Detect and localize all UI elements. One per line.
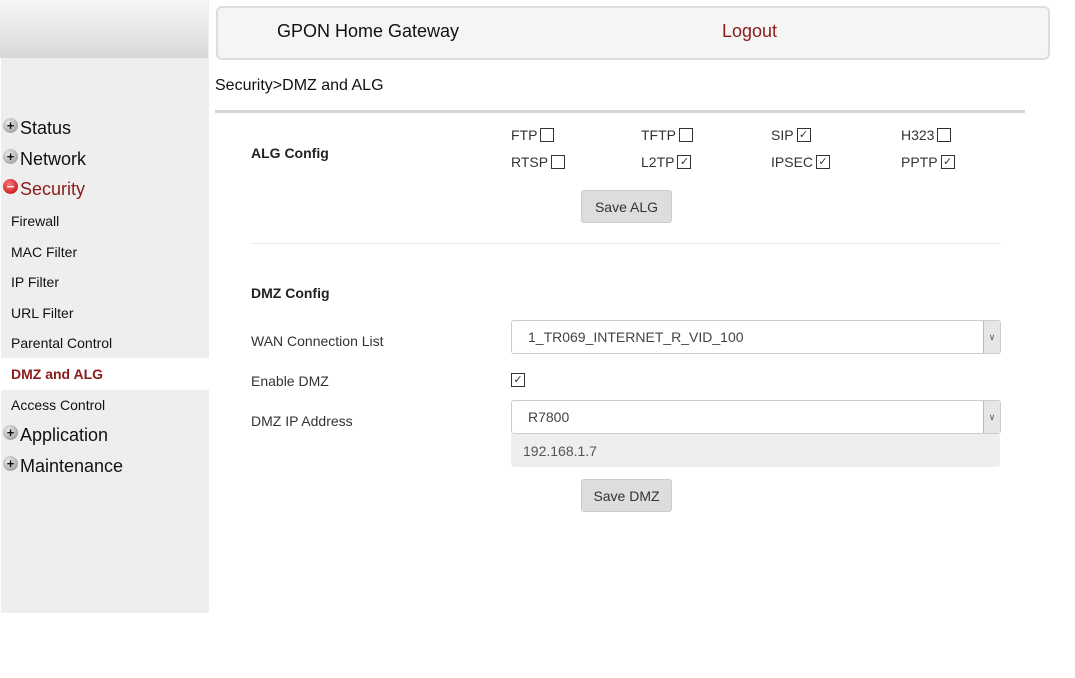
sidebar-item-dmz-alg[interactable]: DMZ and ALG	[11, 366, 104, 382]
dmz-device-value: R7800	[528, 409, 570, 425]
alg-checkbox-rtsp[interactable]	[551, 155, 566, 169]
app-title: GPON Home Gateway	[277, 21, 460, 41]
header-bar	[216, 6, 1050, 60]
alg-option-sip: SIP ✓	[771, 127, 811, 143]
alg-option-label: IPSEC	[771, 154, 814, 170]
wan-connection-label: WAN Connection List	[251, 333, 384, 349]
wan-connection-select[interactable]: 1_TR069_INTERNET_R_VID_100 ∨	[511, 320, 1001, 354]
menu-application[interactable]: + Application	[3, 425, 108, 446]
plus-icon: +	[3, 425, 18, 440]
menu-security[interactable]: − Security	[3, 179, 85, 200]
alg-checkbox-l2tp[interactable]: ✓	[677, 155, 692, 169]
alg-option-l2tp: L2TP ✓	[641, 154, 692, 170]
logout-link[interactable]: Logout	[722, 21, 778, 41]
dmz-ip-select[interactable]: R7800 ∨	[511, 400, 1001, 434]
sidebar-item-ip-filter[interactable]: IP Filter	[11, 274, 59, 290]
divider	[251, 243, 1001, 244]
menu-maintenance[interactable]: + Maintenance	[3, 456, 123, 477]
sidebar	[1, 0, 209, 613]
alg-option-label: FTP	[511, 127, 538, 143]
alg-checkbox-h323[interactable]	[937, 128, 952, 142]
dmz-ip-label: DMZ IP Address	[251, 413, 353, 429]
alg-checkbox-ipsec[interactable]: ✓	[816, 155, 831, 169]
menu-label: Security	[20, 179, 86, 199]
alg-option-ftp: FTP	[511, 127, 555, 143]
sidebar-logo-area	[0, 0, 208, 58]
sidebar-item-firewall[interactable]: Firewall	[11, 213, 60, 229]
sidebar-item-parental-control[interactable]: Parental Control	[11, 335, 113, 351]
alg-option-ipsec: IPSEC ✓	[771, 154, 831, 170]
alg-config-title: ALG Config	[251, 145, 329, 161]
plus-icon: +	[3, 149, 18, 164]
alg-option-label: H323	[901, 127, 935, 143]
save-dmz-button[interactable]: Save DMZ	[581, 479, 672, 512]
wan-connection-value: 1_TR069_INTERNET_R_VID_100	[528, 329, 744, 345]
dmz-config-title: DMZ Config	[251, 285, 330, 301]
alg-option-h323: H323	[901, 127, 952, 143]
alg-option-label: SIP	[771, 127, 794, 143]
dmz-ip-value: 192.168.1.7	[523, 442, 597, 459]
alg-option-label: RTSP	[511, 154, 549, 170]
alg-checkbox-pptp[interactable]: ✓	[940, 155, 955, 169]
alg-checkbox-ftp[interactable]	[540, 128, 555, 142]
sidebar-item-url-filter[interactable]: URL Filter	[11, 305, 74, 321]
menu-label: Network	[20, 149, 87, 169]
enable-dmz-checkbox[interactable]: ✓	[511, 373, 525, 387]
alg-option-label: TFTP	[641, 127, 676, 143]
alg-option-label: PPTP	[901, 154, 938, 170]
menu-label: Application	[20, 425, 109, 445]
plus-icon: +	[3, 456, 18, 471]
plus-icon: +	[3, 118, 18, 133]
dmz-ip-field[interactable]: 192.168.1.7	[511, 434, 1000, 467]
menu-label: Status	[20, 118, 72, 138]
chevron-down-icon: ∨	[983, 401, 1000, 433]
enable-dmz-label: Enable DMZ	[251, 373, 329, 389]
alg-checkbox-sip[interactable]: ✓	[796, 128, 811, 142]
breadcrumb: Security>DMZ and ALG	[215, 77, 384, 94]
active-item-highlight	[1, 358, 209, 390]
alg-option-tftp: TFTP	[641, 127, 693, 143]
alg-checkbox-tftp[interactable]	[679, 128, 693, 142]
minus-icon: −	[3, 179, 18, 194]
save-alg-button[interactable]: Save ALG	[581, 190, 672, 223]
menu-network[interactable]: + Network	[3, 149, 86, 170]
alg-option-label: L2TP	[641, 154, 675, 170]
sidebar-item-mac-filter[interactable]: MAC Filter	[11, 244, 78, 260]
menu-status[interactable]: + Status	[3, 118, 71, 139]
alg-option-pptp: PPTP ✓	[901, 154, 955, 170]
menu-label: Maintenance	[20, 456, 124, 476]
chevron-down-icon: ∨	[983, 321, 1000, 353]
sidebar-item-access-control[interactable]: Access Control	[11, 397, 106, 413]
divider	[215, 110, 1025, 113]
alg-option-rtsp: RTSP	[511, 154, 566, 170]
